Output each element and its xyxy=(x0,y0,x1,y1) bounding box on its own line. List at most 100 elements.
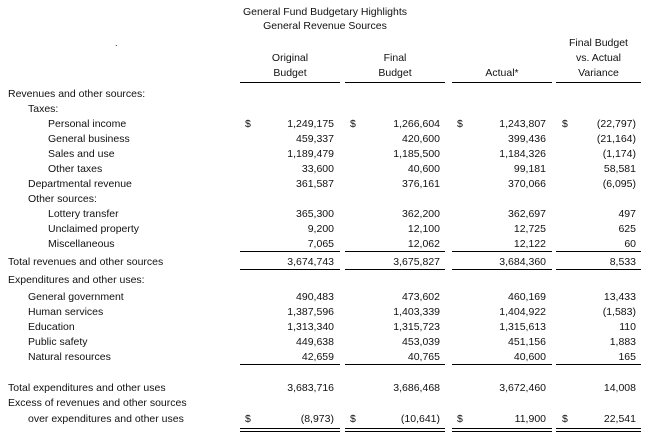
cell-variance: 625 xyxy=(618,223,636,235)
rule-above-total-expenditures-original xyxy=(240,364,340,365)
cell-actual: 1,184,326 xyxy=(499,148,546,160)
cell-actual: 40,600 xyxy=(513,351,546,363)
row-label: Other taxes xyxy=(48,163,103,175)
cell-actual: 11,900 xyxy=(514,413,546,425)
row-label: Human services xyxy=(28,306,104,318)
cell-actual: 362,697 xyxy=(508,208,546,220)
table-row: Personal income 1,249,175 $1,266,604 $1,243… xyxy=(0,118,650,133)
header-underline-actual xyxy=(452,82,552,83)
cell-final: 12,062 xyxy=(407,238,440,250)
cell-original: 3,674,743 xyxy=(287,256,334,268)
row-label: Natural resources xyxy=(28,351,111,363)
rule-above-total-expenditures-final xyxy=(345,364,445,365)
dollar-sign: $ xyxy=(457,118,463,130)
cell-original: 449,638 xyxy=(296,336,334,348)
cell-original: 1,387,596 xyxy=(287,306,334,318)
cell-final: 40,600 xyxy=(407,163,440,175)
row-label: General business xyxy=(48,133,130,145)
header-variance-line-2: vs. Actual xyxy=(576,52,621,64)
row-label: over expenditures and other uses xyxy=(28,413,184,425)
header-original-line-2: Budget xyxy=(273,67,307,79)
dollar-sign: $ xyxy=(245,118,251,130)
header-actual-line-1: Actual* xyxy=(485,67,519,79)
header-final-line-2: Budget xyxy=(378,67,412,79)
cell-actual: 12,122 xyxy=(513,238,546,250)
row-label: Revenues and other sources: xyxy=(8,88,146,100)
double-rule-bottom-final xyxy=(345,431,445,432)
cell-original: 33,600 xyxy=(301,163,334,175)
table-row: Total revenues and other sources 3,674,74… xyxy=(0,256,650,271)
double-rule-bottom-variance xyxy=(556,431,641,432)
header-original: Original Budget xyxy=(240,51,340,81)
cell-variance: 110 xyxy=(619,321,636,333)
cell-final: 362,200 xyxy=(402,208,440,220)
table-row: Total expenditures and other uses 3,683,7… xyxy=(0,382,650,397)
header-original-line-1: Original xyxy=(271,52,309,64)
cell-original: 42,659 xyxy=(301,351,334,363)
row-label: Miscellaneous xyxy=(48,238,115,250)
header-underline-final xyxy=(345,82,445,83)
cell-actual: 370,066 xyxy=(508,178,546,190)
page-title: General Fund Budgetary Highlights xyxy=(242,6,407,18)
table-row: Natural resources 42,659 40,765 40,600 165 xyxy=(0,351,650,366)
dollar-sign: $ xyxy=(562,118,568,130)
stray-dot: . xyxy=(115,38,118,48)
cell-final: 3,686,468 xyxy=(393,382,440,394)
table-row: Sales and use 1,189,479 1,185,500 1,184,326… xyxy=(0,148,650,163)
cell-actual: 399,436 xyxy=(508,133,546,145)
row-label: Sales and use xyxy=(48,148,115,160)
cell-original: 3,683,716 xyxy=(287,382,334,394)
cell-actual: 3,672,460 xyxy=(499,382,546,394)
cell-original: 361,587 xyxy=(296,178,334,190)
row-label: General government xyxy=(28,291,124,303)
row-label: Taxes: xyxy=(28,103,59,115)
cell-original: (8,973) xyxy=(300,413,334,425)
table-row: Revenues and other sources: xyxy=(0,88,650,103)
cell-final: 3,675,827 xyxy=(393,256,440,268)
cell-actual: 1,315,613 xyxy=(499,321,546,333)
table-row: Departmental revenue 361,587 376,161 370,06… xyxy=(0,178,650,193)
row-label: Total revenues and other sources xyxy=(8,256,164,268)
row-label: Other sources: xyxy=(28,193,97,205)
table-row: Excess of revenues and other sources xyxy=(0,397,650,412)
rule-above-total-revenues-actual xyxy=(452,251,552,252)
table-row: Expenditures and other uses: xyxy=(0,274,650,289)
dollar-sign: $ xyxy=(245,413,251,425)
rule-above-total-revenues-variance xyxy=(556,251,641,252)
header-underline-original xyxy=(240,82,340,83)
row-label: Public safety xyxy=(28,336,88,348)
cell-final: (10,641) xyxy=(400,413,440,425)
rule-above-total-revenues-original xyxy=(240,251,340,252)
cell-variance: 165 xyxy=(618,351,636,363)
header-final: Final Budget xyxy=(345,51,445,81)
table-row: Education 1,313,340 1,315,723 1,315,613 110 xyxy=(0,321,650,336)
double-rule-top-actual xyxy=(452,428,552,429)
cell-variance: 58,581 xyxy=(603,163,636,175)
table-row: Unclaimed property 9,200 12,100 12,725 625 xyxy=(0,223,650,238)
cell-final: 1,266,604 xyxy=(393,118,440,130)
rule-above-total-expenditures-actual xyxy=(452,364,552,365)
rule-below-total-revenues-final xyxy=(345,269,445,270)
cell-variance: (21,164) xyxy=(596,133,636,145)
header-final-line-1: Final xyxy=(383,52,407,64)
dollar-sign: $ xyxy=(562,413,568,425)
cell-original: 365,300 xyxy=(296,208,334,220)
dollar-sign: $ xyxy=(457,413,463,425)
cell-variance: (1,583) xyxy=(602,306,636,318)
row-label: Personal income xyxy=(48,118,127,130)
row-label: Education xyxy=(28,321,75,333)
cell-actual: 1,404,922 xyxy=(499,306,546,318)
cell-actual: 99,181 xyxy=(513,163,546,175)
row-label: Total expenditures and other uses xyxy=(8,382,166,394)
header-variance: Final Budget vs. Actual Variance xyxy=(556,36,641,81)
cell-original: 1,189,479 xyxy=(287,148,334,160)
cell-variance: 22,541 xyxy=(603,413,636,425)
table-row: Other sources: xyxy=(0,193,650,208)
header-actual: Actual* xyxy=(452,66,552,81)
cell-variance: 13,433 xyxy=(603,291,636,303)
table-row: Human services 1,387,596 1,403,339 1,404,92… xyxy=(0,306,650,321)
page-subtitle: General Revenue Sources xyxy=(263,20,387,32)
rule-above-total-revenues-final xyxy=(345,251,445,252)
rule-below-total-revenues-original xyxy=(240,269,340,270)
table-row: Other taxes 33,600 40,600 99,181 58,581 xyxy=(0,163,650,178)
